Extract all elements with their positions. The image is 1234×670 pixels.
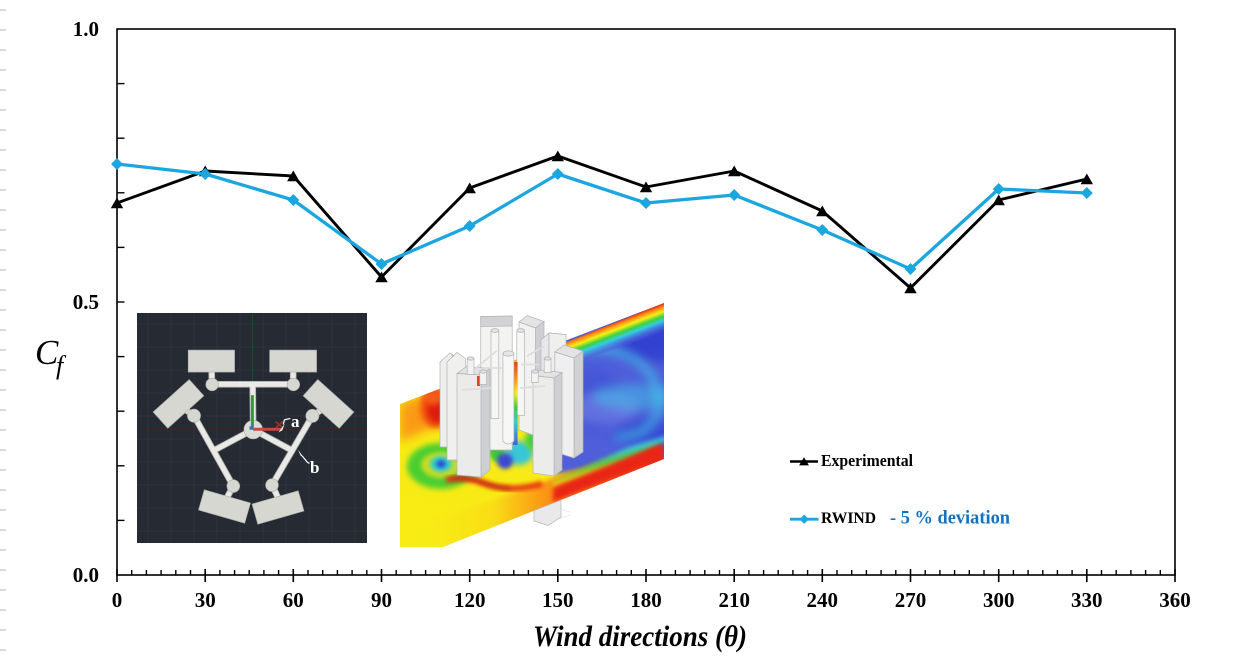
svg-text:360: 360 — [1159, 588, 1191, 612]
svg-text:RWIND: RWIND — [821, 510, 876, 527]
svg-text:150: 150 — [542, 588, 574, 612]
svg-text:90: 90 — [371, 588, 392, 612]
svg-text:- 5 % deviation: - 5 % deviation — [890, 508, 1010, 529]
svg-text:0: 0 — [112, 588, 123, 612]
svg-text:30: 30 — [195, 588, 216, 612]
svg-text:Wind directions (θ): Wind directions (θ) — [533, 620, 747, 653]
svg-text:1.0: 1.0 — [73, 17, 99, 41]
svg-text:270: 270 — [895, 588, 927, 612]
svg-text:330: 330 — [1071, 588, 1103, 612]
svg-text:b: b — [310, 458, 319, 477]
svg-text:180: 180 — [630, 588, 662, 612]
svg-text:0.0: 0.0 — [73, 563, 99, 587]
svg-text:120: 120 — [454, 588, 486, 612]
svg-text:Experimental: Experimental — [821, 451, 913, 470]
svg-text:300: 300 — [983, 588, 1015, 612]
svg-text:f: f — [56, 351, 67, 380]
svg-text:210: 210 — [718, 588, 750, 612]
svg-text:240: 240 — [807, 588, 839, 612]
svg-text:a: a — [291, 412, 300, 431]
svg-text:0.5: 0.5 — [73, 290, 99, 314]
svg-text:60: 60 — [283, 588, 304, 612]
svg-text:C: C — [35, 333, 59, 372]
